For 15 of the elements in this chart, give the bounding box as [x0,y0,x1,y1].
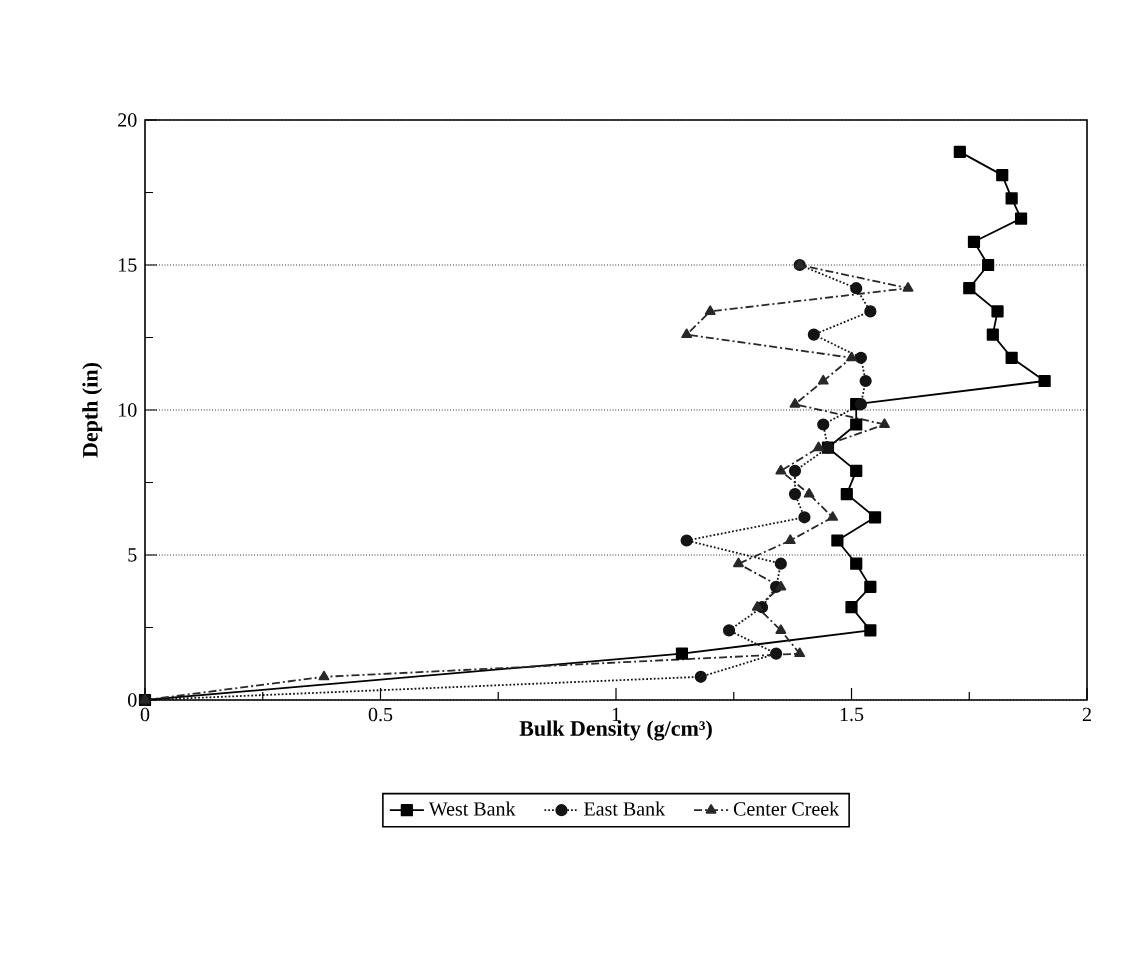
y-tick-label: 15 [119,258,137,272]
legend-label: Center Creek [733,801,840,816]
x-tick-label: 0.5 [368,707,393,722]
x-tick-label: 0 [140,707,150,722]
x-tick-label: 2 [1082,707,1091,721]
legend-label: East Bank [584,801,666,816]
y-tick-label: 20 [118,113,137,127]
y-tick-label: 10 [119,403,137,417]
y-axis-title: Depth (in) [82,362,103,458]
y-tick-label: 5 [128,548,137,562]
x-tick-label: 1.5 [840,707,864,722]
y-tick-label: 0 [128,693,137,707]
legend-label: West Bank [428,801,516,816]
x-axis-title: Bulk Density (g/cm³) [519,720,712,741]
x-tick-label: 1 [612,707,620,721]
